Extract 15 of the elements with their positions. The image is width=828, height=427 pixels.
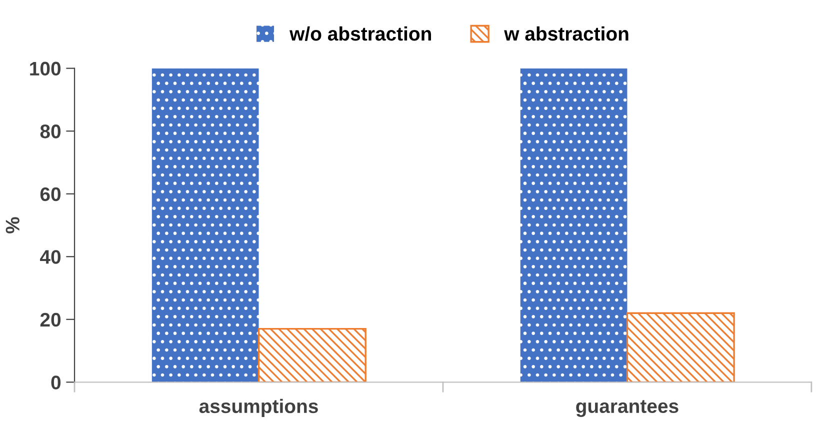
legend-label: w abstraction [504, 26, 628, 41]
x-tick-label: assumptions [199, 398, 318, 417]
bar [152, 68, 259, 382]
y-tick-label: 40 [40, 250, 61, 264]
bar [258, 328, 366, 382]
bar [626, 312, 735, 382]
y-tick-label: 0 [51, 376, 61, 390]
x-tick-label: guarantees [576, 400, 678, 417]
y-tick-label: 100 [30, 62, 61, 76]
y-axis-title: % [6, 217, 20, 234]
legend-label: w/o abstraction [290, 26, 431, 41]
y-tick-label: 80 [40, 124, 61, 138]
bar [520, 68, 628, 382]
y-tick-label: 60 [40, 187, 61, 202]
y-tick-label: 20 [40, 312, 61, 327]
